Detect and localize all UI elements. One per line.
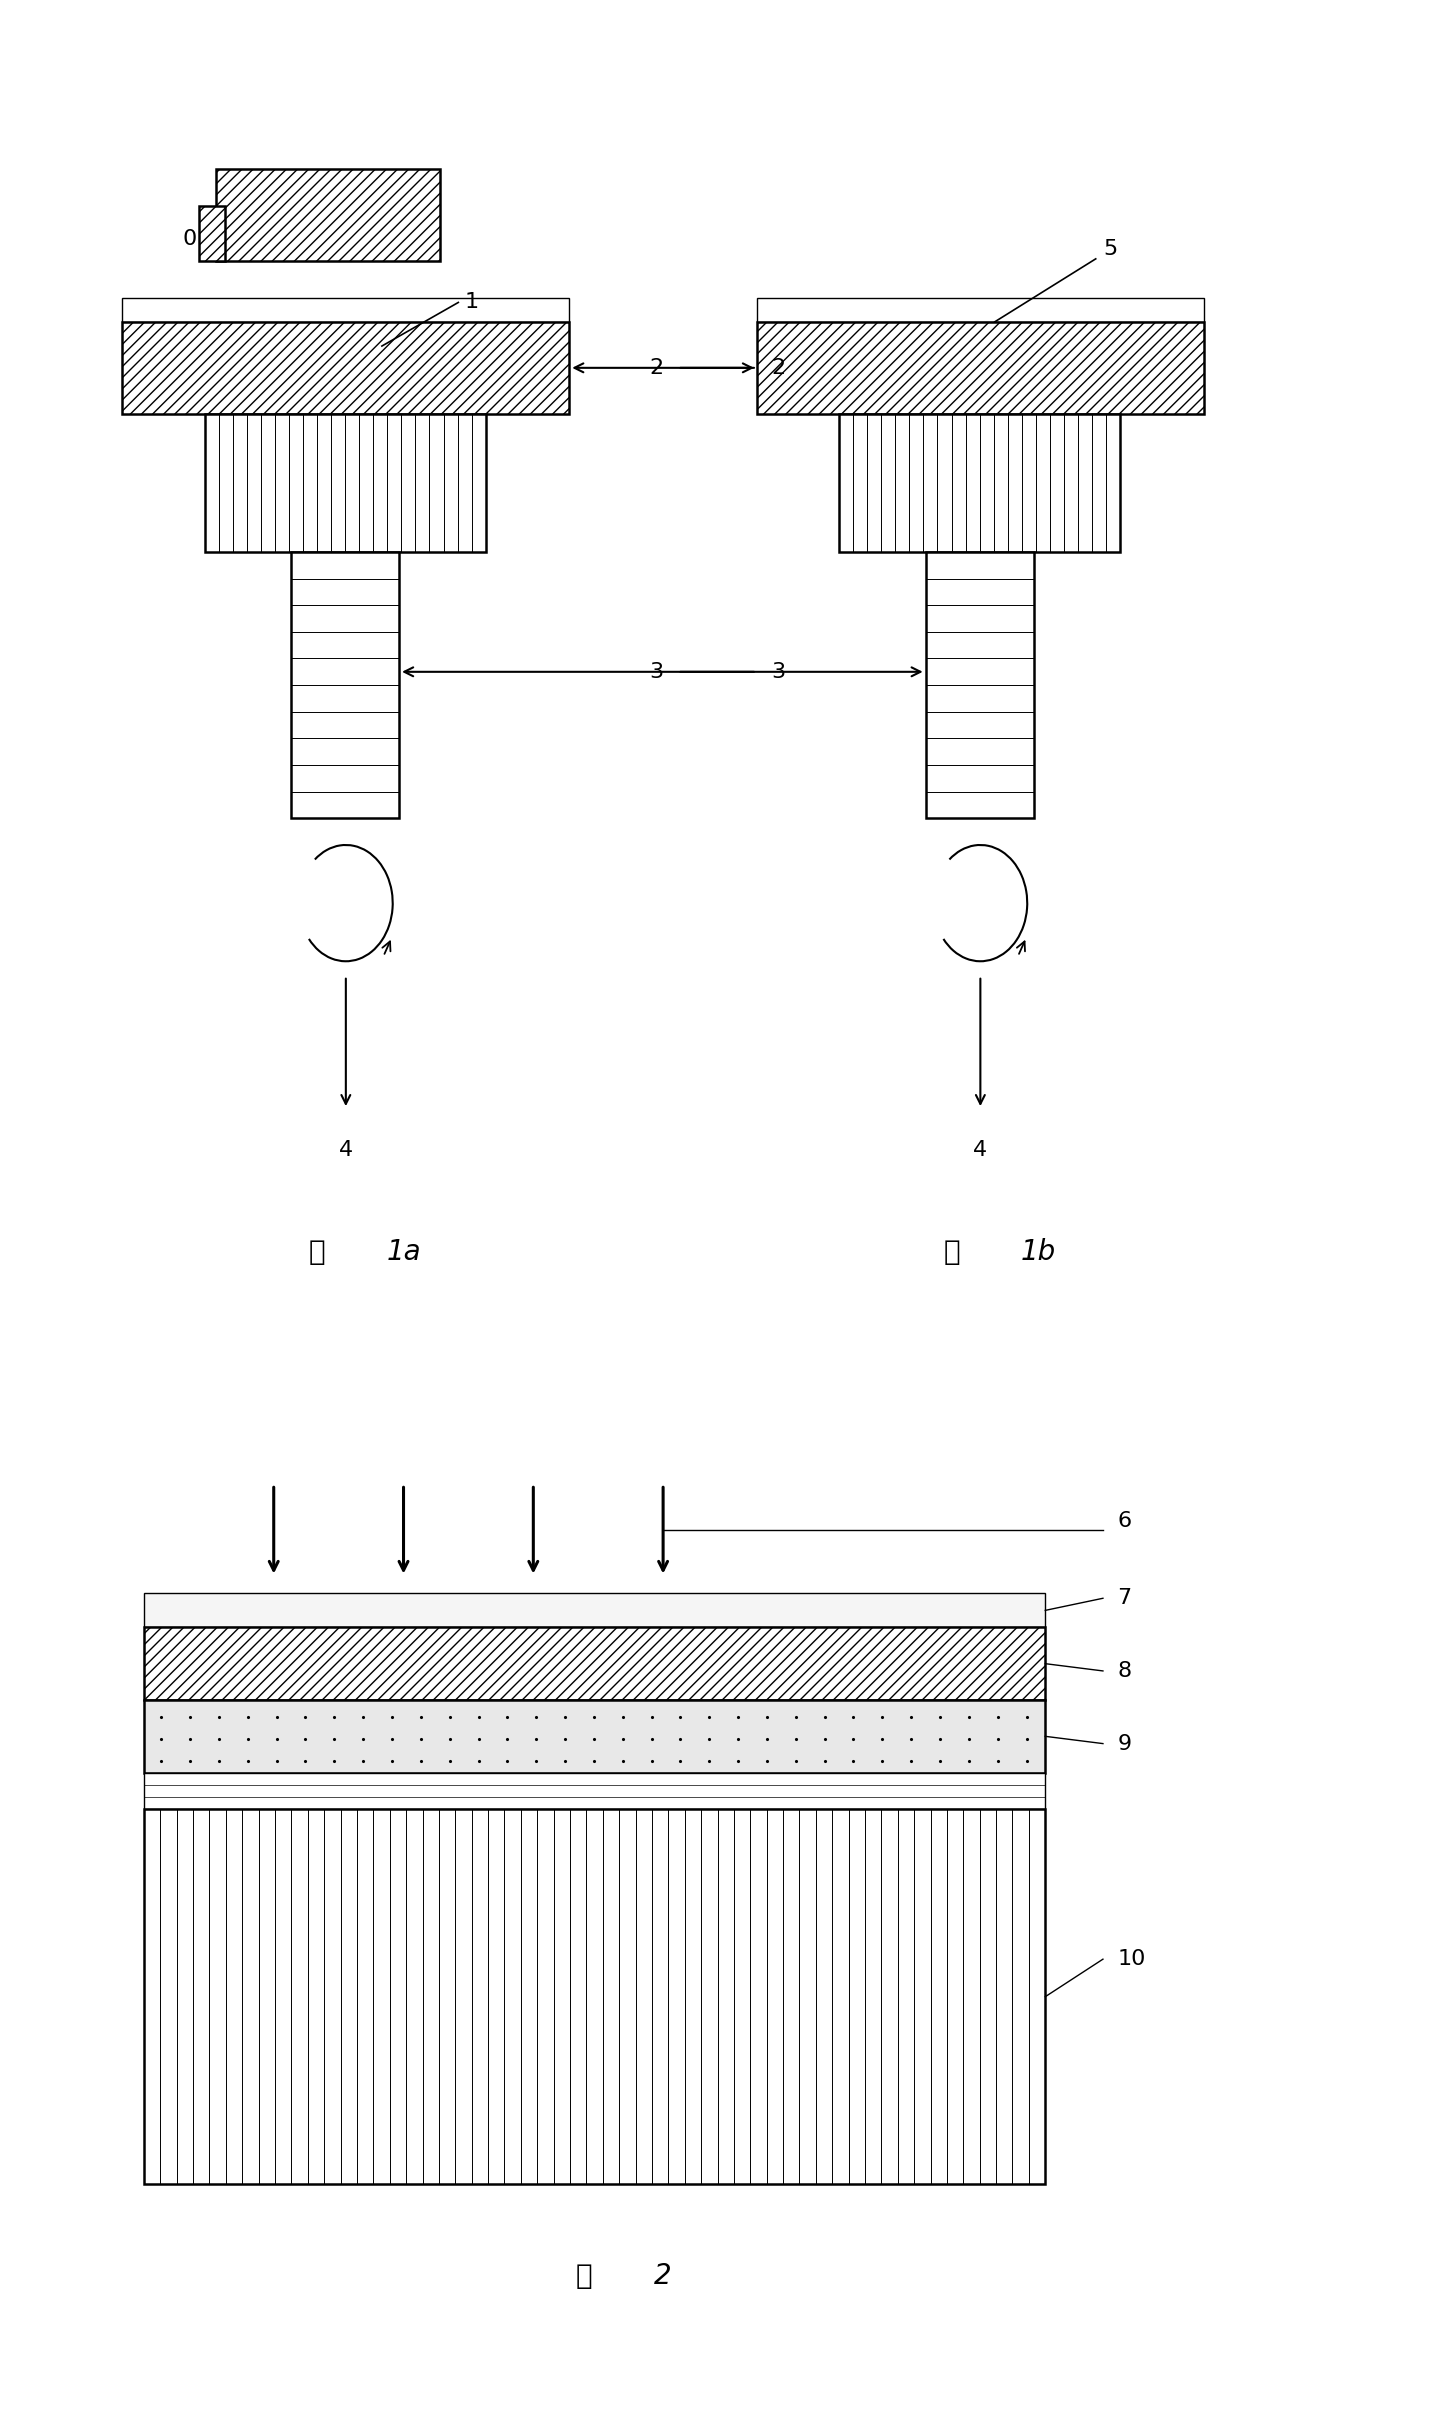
Text: 8: 8 bbox=[1117, 1661, 1131, 1681]
Bar bbox=[199, 207, 224, 261]
Bar bbox=[204, 414, 486, 553]
Bar bbox=[144, 1810, 1045, 2185]
Text: 1a: 1a bbox=[386, 1237, 421, 1267]
Text: 4: 4 bbox=[973, 1140, 987, 1160]
Bar bbox=[757, 297, 1204, 322]
Bar bbox=[122, 297, 569, 322]
Text: 图: 图 bbox=[943, 1237, 960, 1267]
Text: 10: 10 bbox=[1117, 1949, 1146, 1968]
Text: 1b: 1b bbox=[1021, 1237, 1056, 1267]
Text: 5: 5 bbox=[1104, 239, 1117, 258]
Bar bbox=[122, 322, 569, 414]
Text: 4: 4 bbox=[339, 1140, 352, 1160]
Bar bbox=[291, 553, 399, 818]
Text: 1: 1 bbox=[464, 292, 478, 312]
Text: 2: 2 bbox=[649, 358, 662, 378]
Text: 2: 2 bbox=[772, 358, 785, 378]
Bar bbox=[144, 1593, 1045, 1627]
Bar bbox=[144, 1627, 1045, 1700]
Bar bbox=[926, 553, 1034, 818]
Text: 7: 7 bbox=[1117, 1588, 1131, 1608]
Text: 3: 3 bbox=[649, 663, 662, 682]
Text: 9: 9 bbox=[1117, 1734, 1131, 1754]
Bar bbox=[144, 1700, 1045, 1773]
Text: 图: 图 bbox=[575, 2263, 593, 2290]
Text: 图: 图 bbox=[309, 1237, 325, 1267]
Text: 3: 3 bbox=[772, 663, 785, 682]
Text: 2: 2 bbox=[654, 2263, 671, 2290]
Text: 6: 6 bbox=[1117, 1510, 1131, 1530]
Text: 0: 0 bbox=[183, 229, 197, 248]
Bar bbox=[839, 414, 1120, 553]
Bar bbox=[215, 168, 440, 261]
Bar bbox=[144, 1773, 1045, 1810]
Bar bbox=[757, 322, 1204, 414]
